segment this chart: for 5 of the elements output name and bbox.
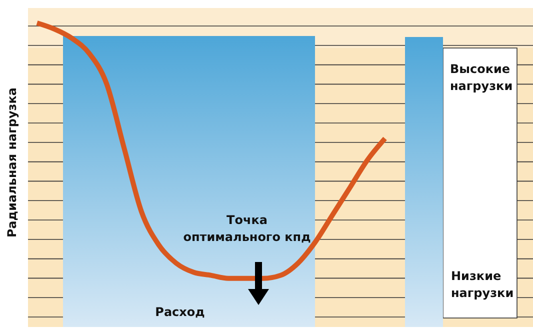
annotation: Точка оптимального кпд [183,213,312,244]
y-axis-title: Радиальная нагрузка [5,87,19,238]
text: Высокие нагрузки [450,62,513,93]
text: Низкие нагрузки [451,269,514,300]
x-axis-title: Расход [155,305,206,319]
